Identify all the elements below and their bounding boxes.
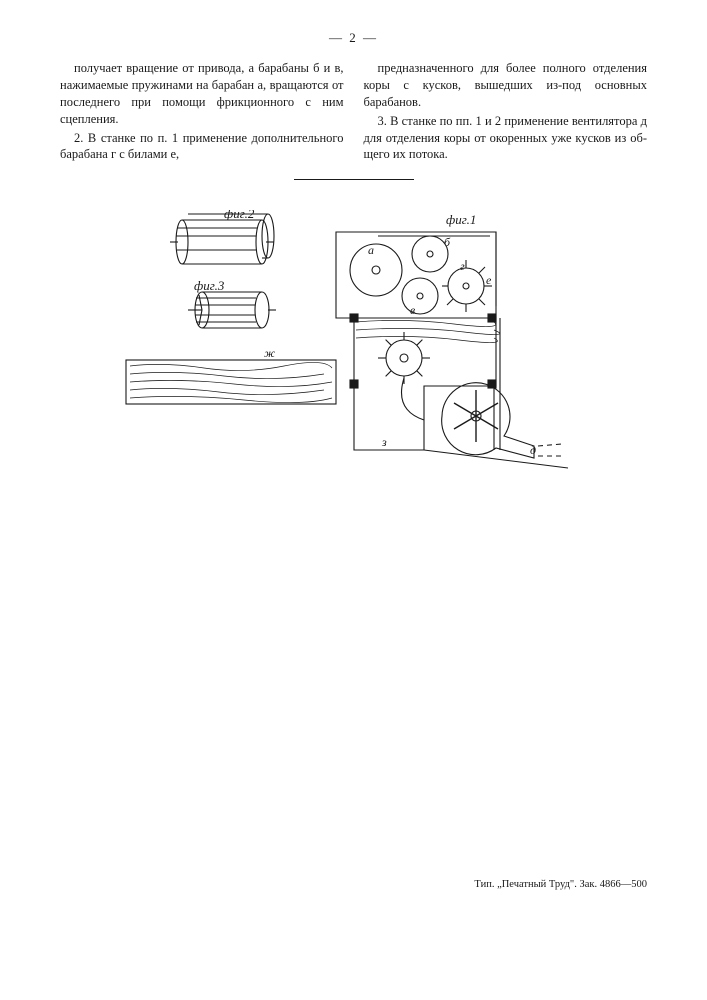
- patent-figure: фиг.2: [124, 210, 584, 490]
- left-paragraph-1: получает вращение от привода, а ба­рабан…: [60, 60, 344, 128]
- right-paragraph-1: предназначенного для более полного отдел…: [364, 60, 648, 111]
- outlet-slope: [424, 450, 568, 468]
- gear-wheel: [378, 332, 430, 384]
- svg-text:г: г: [460, 259, 465, 273]
- fig2-label: фиг.2: [224, 210, 255, 221]
- page-number: — 2 —: [60, 30, 647, 46]
- log-slab: [126, 360, 336, 404]
- fig1-label: фиг.1: [446, 212, 476, 227]
- linkage: [401, 378, 424, 420]
- separator-line: [294, 179, 414, 180]
- separator: [60, 179, 647, 180]
- svg-text:б: б: [444, 235, 451, 249]
- label-zh: ж: [264, 346, 275, 360]
- svg-text:в: в: [410, 303, 415, 317]
- page: — 2 — получает вращение от привода, а ба…: [0, 0, 707, 1000]
- fig3-drum: [188, 292, 276, 328]
- fig2-drums: [170, 214, 274, 264]
- svg-text:е: е: [486, 273, 492, 287]
- svg-text:з: з: [381, 435, 387, 449]
- svg-text:д: д: [530, 443, 536, 457]
- left-paragraph-2: 2. В станке по п. 1 применение до­полнит…: [60, 130, 344, 164]
- inner-wood: [356, 321, 500, 343]
- fan: [441, 383, 561, 458]
- column-left: получает вращение от привода, а ба­рабан…: [60, 60, 344, 165]
- fig3-label: фиг.3: [194, 278, 225, 293]
- footer-imprint: Тип. „Печатный Труд". Зак. 4866—500: [474, 879, 647, 890]
- text-columns: получает вращение от привода, а ба­рабан…: [60, 60, 647, 165]
- letter-labels: а б в г е д з: [368, 235, 536, 457]
- svg-text:а: а: [368, 243, 374, 257]
- column-right: предназначенного для более полного отдел…: [364, 60, 648, 165]
- right-paragraph-2: 3. В станке по пп. 1 и 2 примене­ние вен…: [364, 113, 648, 164]
- figure-area: фиг.2: [60, 210, 647, 490]
